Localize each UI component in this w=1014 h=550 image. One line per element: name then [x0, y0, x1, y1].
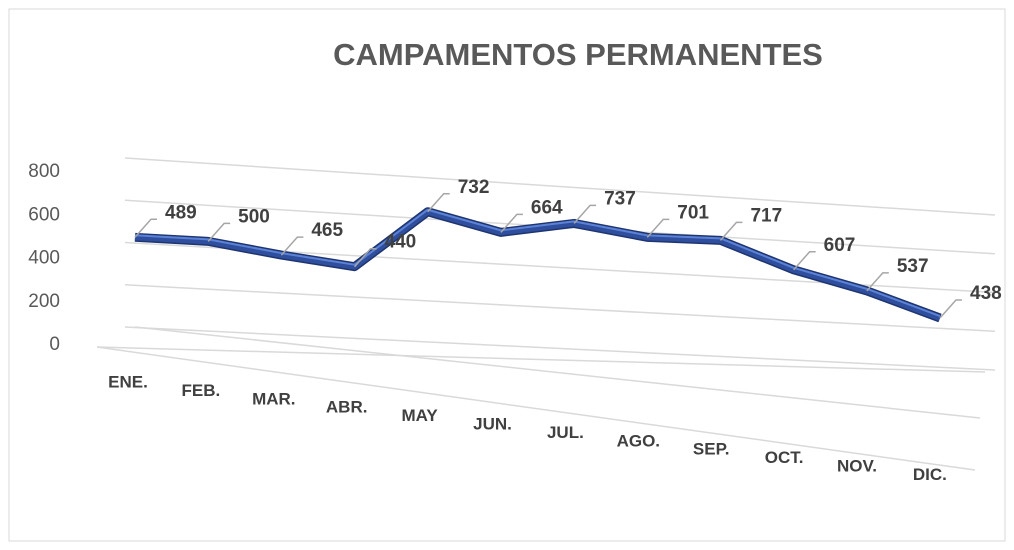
- floor-line: [96, 346, 986, 373]
- leader-line: [500, 213, 523, 233]
- leader-line: [719, 221, 743, 241]
- x-tick-label: ENE.: [108, 372, 148, 391]
- leader-line: [793, 251, 816, 271]
- leader-line: [427, 192, 450, 213]
- leader-line: [353, 247, 377, 268]
- line: [134, 208, 942, 321]
- y-tick-label: 0: [49, 334, 60, 355]
- leader-line: [939, 299, 962, 319]
- leader-line: [280, 236, 304, 256]
- data-label: 489: [165, 202, 197, 223]
- data-label: 701: [677, 202, 709, 223]
- data-label: 732: [458, 177, 490, 198]
- x-tick-label: OCT.: [765, 448, 804, 467]
- floor-line: [134, 326, 981, 419]
- x-tick-label: NOV.: [837, 456, 877, 475]
- y-tick-label: 800: [28, 161, 60, 182]
- grid-line: [124, 157, 996, 216]
- x-tick-label: JUL.: [547, 423, 584, 442]
- x-tick-label: MAR.: [252, 389, 295, 408]
- data-label: 465: [311, 220, 343, 241]
- data-label: 607: [824, 235, 856, 256]
- data-label: 438: [970, 283, 1002, 304]
- y-tick-label: 200: [28, 291, 60, 312]
- data-label: 737: [604, 188, 636, 209]
- floor-line: [96, 346, 976, 471]
- y-tick-label: 600: [28, 204, 60, 225]
- leader-line: [573, 204, 597, 224]
- chart-border: [8, 8, 1006, 542]
- data-label: 537: [897, 256, 929, 277]
- x-tick-label: ABR.: [326, 398, 368, 417]
- plot: 489 500 465 440 732 664 737 701 717 607 537 438: [134, 177, 1002, 323]
- leader-line: [866, 272, 889, 292]
- line-highlight: [134, 208, 941, 317]
- leader-line: [646, 218, 670, 238]
- x-tick-label: MAY: [401, 406, 438, 425]
- data-label: 664: [531, 197, 563, 218]
- data-label: 500: [238, 206, 270, 227]
- data-label: 717: [750, 205, 782, 226]
- grid-line: [124, 284, 996, 332]
- grid-line: [124, 326, 996, 371]
- leader-line: [134, 218, 157, 238]
- data-label: 440: [385, 232, 417, 253]
- chart-title: CAMPAMENTOS PERMANENTES: [333, 37, 823, 72]
- y-tick-label: 400: [28, 248, 60, 269]
- x-tick-label: DIC.: [913, 465, 947, 484]
- x-tick-label: AGO.: [617, 431, 660, 450]
- x-tick-label: JUN.: [473, 414, 512, 433]
- leader-line: [207, 222, 231, 242]
- x-tick-label: SEP.: [693, 440, 730, 459]
- floor: [96, 326, 986, 471]
- x-tick-label: FEB.: [182, 381, 221, 400]
